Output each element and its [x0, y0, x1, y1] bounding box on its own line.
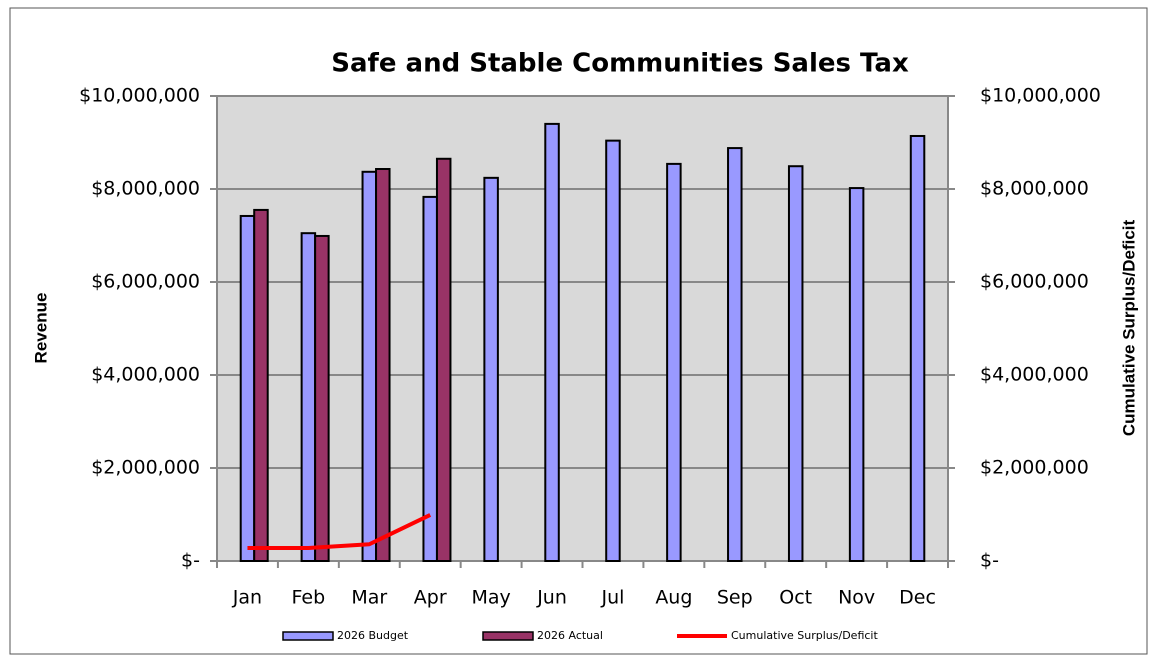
y2-tick-label: $- [980, 550, 999, 572]
y-tick-label: $4,000,000 [91, 364, 200, 386]
bar [239, 214, 256, 562]
x-tick-label: Dec [899, 587, 936, 609]
x-tick-label: Mar [351, 587, 387, 609]
bar [253, 208, 269, 563]
x-tick-label: Sep [717, 587, 753, 609]
bar [727, 147, 743, 563]
y-tick-label: $2,000,000 [91, 457, 200, 479]
bar [544, 122, 560, 563]
plot-area [217, 96, 948, 561]
legend-label: Cumulative Surplus/Deficit [731, 629, 878, 642]
x-tick-label: Jan [232, 587, 262, 609]
y-tick-label: $- [181, 550, 200, 572]
x-tick-label: Jun [536, 587, 567, 609]
x-tick-label: Jul [600, 587, 624, 609]
y2-axis-label: Cumulative Surplus/Deficit [1119, 220, 1138, 437]
legend-swatch [282, 631, 334, 641]
x-tick-label: Aug [655, 587, 692, 609]
x-tick-label: May [471, 587, 510, 609]
bar [666, 162, 682, 562]
chart-title: Safe and Stable Communities Sales Tax [331, 49, 909, 79]
bar [300, 232, 317, 563]
bar [848, 187, 865, 562]
y2-tick-label: $2,000,000 [980, 457, 1089, 479]
y-axis-label: Revenue [31, 293, 50, 364]
bar [422, 195, 438, 562]
x-tick-label: Nov [838, 587, 875, 609]
y2-tick-label: $10,000,000 [980, 85, 1101, 107]
legend-swatch [482, 631, 534, 641]
bar [483, 176, 499, 562]
bar [314, 234, 330, 562]
bar [909, 134, 926, 563]
legend-label: 2026 Actual [537, 629, 603, 642]
legend-label: 2026 Budget [337, 629, 409, 642]
y-tick-label: $6,000,000 [91, 271, 200, 293]
x-tick-label: Apr [414, 587, 447, 609]
bar [605, 139, 621, 562]
x-tick-label: Feb [292, 587, 326, 609]
bar [787, 165, 804, 562]
y2-tick-label: $6,000,000 [980, 271, 1089, 293]
x-tick-label: Oct [779, 587, 812, 609]
y-tick-label: $8,000,000 [91, 178, 200, 200]
bar [361, 170, 378, 562]
line [247, 513, 432, 550]
bar [435, 157, 452, 562]
bar [375, 168, 391, 562]
y-tick-label: $10,000,000 [79, 85, 200, 107]
y2-tick-label: $4,000,000 [980, 364, 1089, 386]
y2-tick-label: $8,000,000 [980, 178, 1089, 200]
